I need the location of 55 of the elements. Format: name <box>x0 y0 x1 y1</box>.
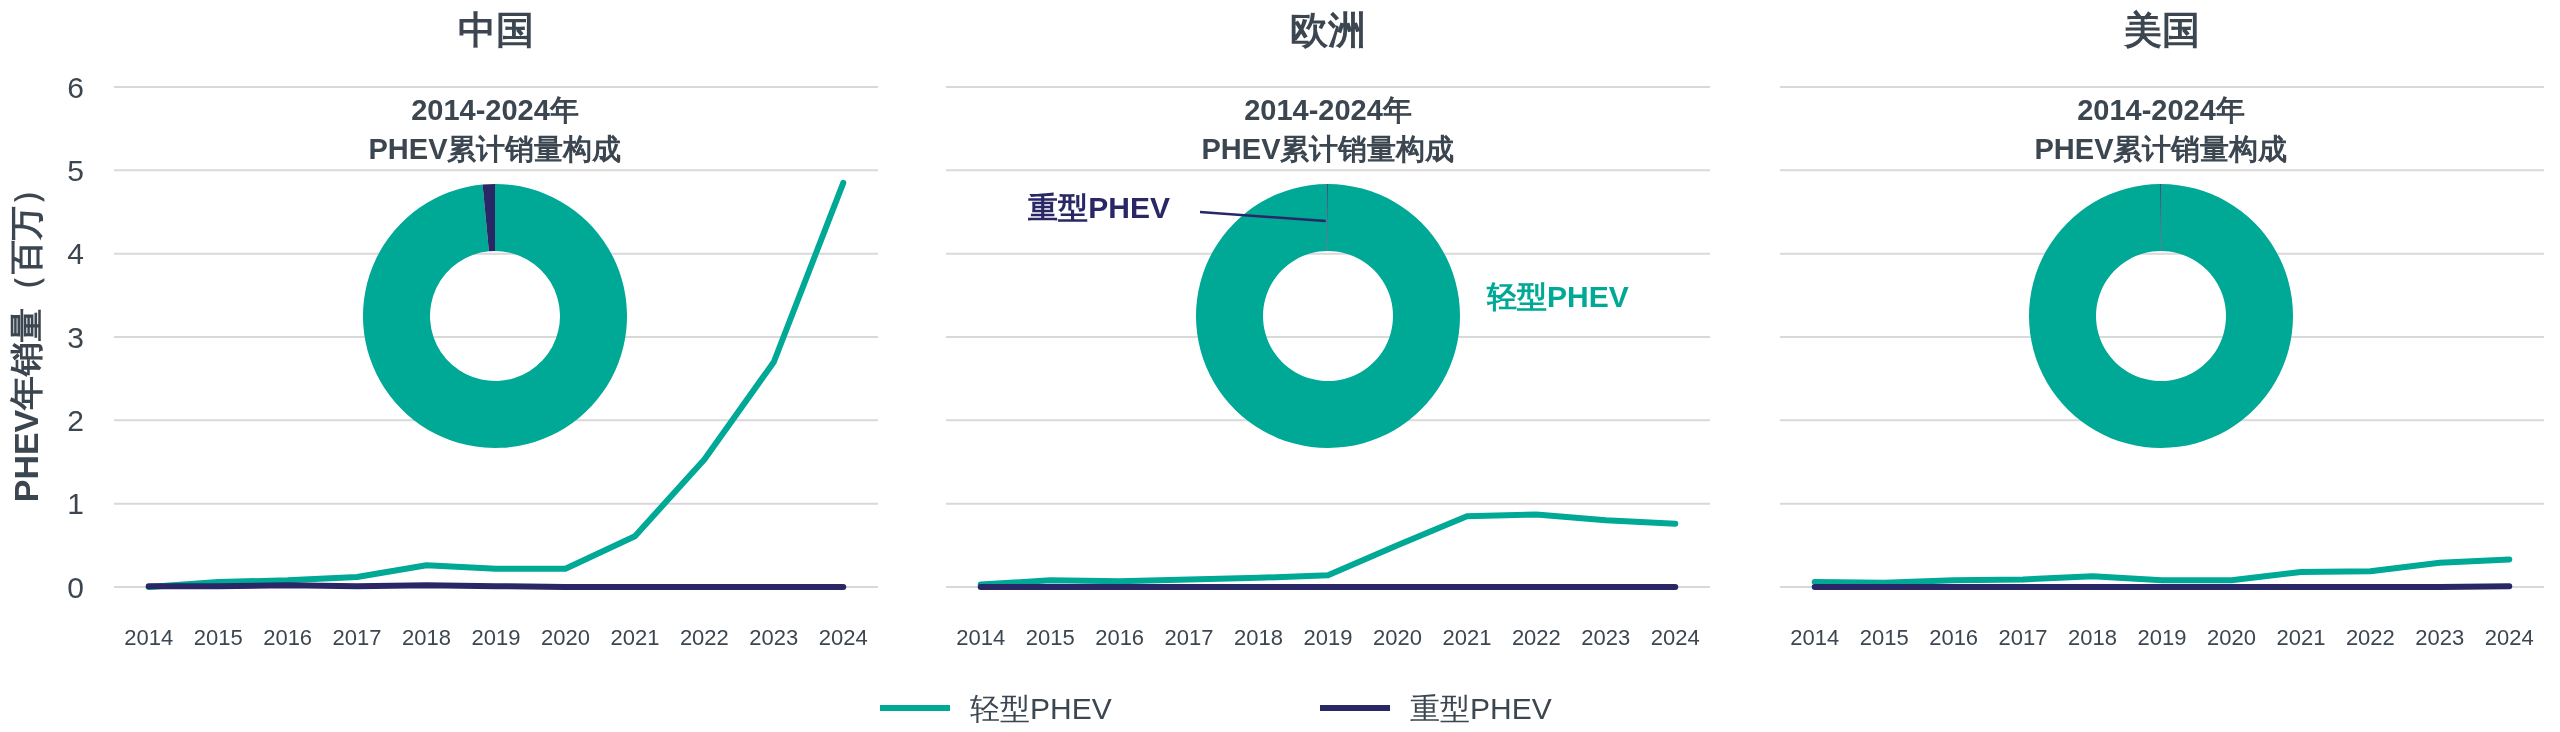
legend-label: 重型PHEV <box>1410 691 1552 725</box>
x-tick-label: 2021 <box>610 624 660 650</box>
chart-title: 2014-2024年 PHEV累计销量构成 <box>1201 94 1455 165</box>
x-tick-label: 2019 <box>1303 624 1353 650</box>
donut-slice <box>2029 184 2293 448</box>
x-tick-label: 2016 <box>263 624 313 650</box>
x-tick-label: 2023 <box>1581 624 1631 650</box>
x-tick-label: 2022 <box>1511 624 1561 650</box>
x-tick-label: 2017 <box>1998 624 2048 650</box>
x-tick-label: 2016 <box>1929 624 1979 650</box>
x-tick-label: 2020 <box>2206 624 2256 650</box>
x-tick-label: 2017 <box>332 624 382 650</box>
x-tick-label: 2019 <box>2137 624 2187 650</box>
x-tick-label: 2016 <box>1095 624 1145 650</box>
slice-label: 轻型PHEV <box>1486 279 1629 313</box>
x-tick-label: 2014 <box>124 624 174 650</box>
y-tick-label: 0 <box>67 570 84 604</box>
x-tick-label: 2022 <box>2345 624 2395 650</box>
y-tick-label: 6 <box>67 70 84 104</box>
x-tick-label: 2015 <box>1025 624 1075 650</box>
y-tick-label: 2 <box>67 403 84 437</box>
chart-title: 美国 <box>2123 9 2200 51</box>
x-tick-label: 2018 <box>402 624 452 650</box>
x-tick-label: 2018 <box>1234 624 1284 650</box>
y-tick-label: 5 <box>67 153 84 187</box>
y-tick-label: 4 <box>67 237 84 271</box>
chart-title: 中国 <box>458 9 534 51</box>
x-tick-label: 2022 <box>679 624 729 650</box>
x-tick-label: 2019 <box>471 624 521 650</box>
slice-label: 重型PHEV <box>1028 190 1170 224</box>
x-tick-label: 2020 <box>540 624 590 650</box>
donut-slice <box>482 184 495 252</box>
x-tick-label: 2021 <box>1442 624 1492 650</box>
x-tick-label: 2015 <box>193 624 243 650</box>
x-tick-label: 2020 <box>1372 624 1422 650</box>
donut-slice <box>363 184 627 448</box>
x-tick-label: 2024 <box>818 624 868 650</box>
y-tick-label: 1 <box>67 487 84 521</box>
x-tick-label: 2023 <box>749 624 799 650</box>
x-tick-label: 2018 <box>2068 624 2118 650</box>
x-tick-label: 2014 <box>1790 624 1840 650</box>
y-tick-label: 3 <box>67 320 84 354</box>
x-tick-label: 2015 <box>1859 624 1909 650</box>
x-tick-label: 2024 <box>1650 624 1700 650</box>
chart-title: 2014-2024年 PHEV累计销量构成 <box>368 94 622 165</box>
chart-title: 2014-2024年 PHEV累计销量构成 <box>2034 94 2288 165</box>
legend-label: 轻型PHEV <box>970 691 1112 725</box>
x-tick-label: 2024 <box>2484 624 2534 650</box>
y-axis-title: PHEV年销量（百万） <box>7 171 45 503</box>
donut-slice <box>1196 184 1460 448</box>
x-tick-label: 2021 <box>2276 624 2326 650</box>
x-tick-label: 2017 <box>1164 624 1214 650</box>
chart-title: 欧洲 <box>1290 9 1366 51</box>
x-tick-label: 2014 <box>956 624 1006 650</box>
x-tick-label: 2023 <box>2415 624 2465 650</box>
